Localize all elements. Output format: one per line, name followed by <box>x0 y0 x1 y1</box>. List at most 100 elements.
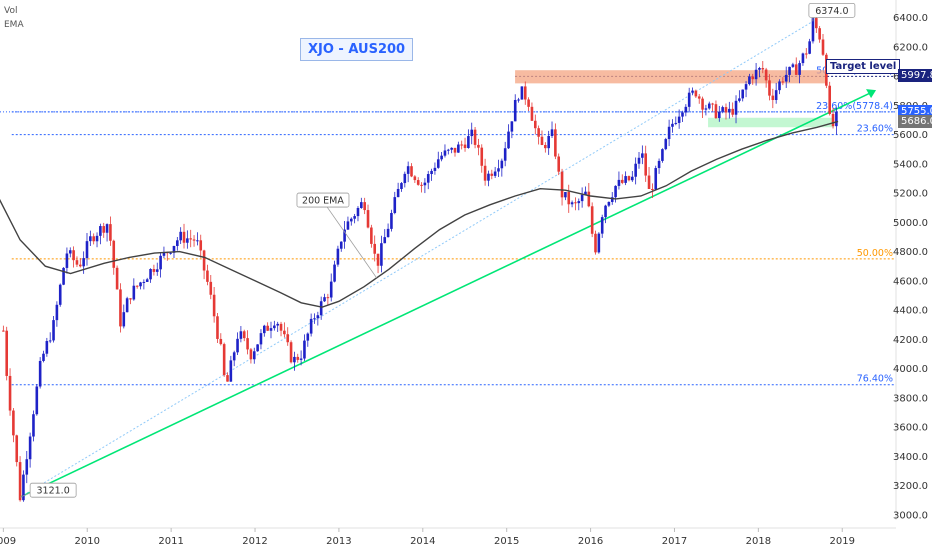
candle-body <box>119 289 122 327</box>
candle-body <box>336 248 340 265</box>
candle-body <box>637 157 641 164</box>
candle-body <box>333 264 336 282</box>
y-tick-label: 5000.0 <box>893 218 928 229</box>
candle-body <box>393 197 397 213</box>
candle-body <box>28 436 32 460</box>
annotation-box <box>296 192 350 208</box>
candle-body <box>500 160 504 169</box>
candle-body <box>794 64 798 75</box>
candle-body <box>15 435 19 463</box>
ema-indicator-label[interactable]: EMA <box>4 20 24 30</box>
candle-body <box>309 318 313 334</box>
x-axis: 2009 2010 2011 2012 2013 2014 2015 2016 2017 2018… <box>0 527 896 547</box>
candle-body <box>554 129 557 157</box>
x-tick-label: 2019 <box>830 536 855 547</box>
candle-body <box>75 260 79 265</box>
candle-body <box>604 205 607 218</box>
candle-body <box>574 202 577 204</box>
candle-body <box>316 315 320 319</box>
candle-body <box>600 217 604 234</box>
candle-body <box>289 342 293 363</box>
candle-body <box>92 236 95 242</box>
candle-body <box>788 66 791 75</box>
candle-body <box>507 131 510 149</box>
candle-body <box>778 81 781 91</box>
candle-body <box>356 207 360 217</box>
candle-body <box>145 279 149 282</box>
price-zones <box>515 70 834 128</box>
level-label: 50.00% <box>857 248 893 259</box>
candle-body <box>406 166 410 174</box>
annotation-label: 6374.0 <box>815 6 848 17</box>
trend-arrowhead <box>866 89 877 99</box>
candle-body <box>815 18 818 29</box>
candle-body <box>467 136 470 148</box>
level-label: 23.60% <box>857 124 893 135</box>
y-tick-label: 6400.0 <box>893 13 928 24</box>
y-tick-label: 5400.0 <box>893 159 928 170</box>
candle-body <box>754 69 758 80</box>
annotation-label: 200 EMA <box>302 196 344 207</box>
candle-body <box>717 111 721 119</box>
candles <box>2 12 838 502</box>
candle-body <box>674 122 678 124</box>
candle-body <box>45 341 49 354</box>
candle-body <box>687 92 691 107</box>
candle-body <box>631 176 634 181</box>
candle-body <box>102 226 106 233</box>
candle-body <box>701 98 704 110</box>
candle-body <box>781 81 785 83</box>
ema-line <box>0 120 839 308</box>
candle-body <box>149 268 152 280</box>
x-tick-label: 2012 <box>242 536 267 547</box>
candle-body <box>711 103 714 105</box>
candle-body <box>523 86 527 100</box>
candle-body <box>266 325 269 331</box>
candle-body <box>610 197 614 202</box>
candle-body <box>72 250 75 261</box>
y-tick-label: 4200.0 <box>893 335 928 346</box>
candle-body <box>169 252 172 254</box>
candle-body <box>22 474 25 501</box>
candle-body <box>413 176 417 181</box>
candle-body <box>430 170 433 175</box>
candle-body <box>313 318 316 320</box>
candle-body <box>192 239 196 241</box>
y-tick-label: 3800.0 <box>893 393 928 404</box>
candle-body <box>697 96 701 99</box>
candle-body <box>761 68 765 70</box>
vol-indicator-label[interactable]: Vol <box>4 6 18 16</box>
candle-body <box>641 153 644 158</box>
y-tick-label: 3600.0 <box>893 423 928 434</box>
candle-body <box>463 144 467 148</box>
candle-body <box>490 173 494 176</box>
candle-body <box>738 98 741 101</box>
candle-body <box>179 231 182 241</box>
candle-body <box>416 180 420 185</box>
candle-body <box>182 231 186 243</box>
candle-body <box>89 236 92 242</box>
candle-body <box>269 328 273 331</box>
candle-body <box>734 100 738 115</box>
candle-body <box>477 144 480 148</box>
candle-body <box>707 103 711 109</box>
candle-body <box>510 121 514 132</box>
candle-body <box>634 163 637 177</box>
resistance-zone <box>515 70 826 84</box>
target-level-label: Target level <box>826 59 901 74</box>
candle-body <box>105 224 109 233</box>
candle-body <box>530 106 534 121</box>
candle-body <box>206 270 209 282</box>
candle-body <box>791 64 795 67</box>
y-tick-label: 5600.0 <box>893 130 928 141</box>
annotation-label: 3121.0 <box>37 486 70 497</box>
candle-body <box>410 166 413 177</box>
candle-body <box>222 344 226 376</box>
candle-body <box>35 386 39 415</box>
candle-body <box>283 330 286 335</box>
candle-body <box>547 136 550 149</box>
candle-body <box>677 116 681 123</box>
candle-body <box>249 349 253 360</box>
candle-body <box>68 250 72 254</box>
